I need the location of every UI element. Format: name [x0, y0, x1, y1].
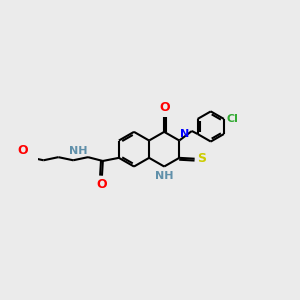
Text: S: S — [197, 152, 206, 165]
Text: O: O — [159, 101, 169, 114]
Text: Cl: Cl — [226, 114, 238, 124]
Text: NH: NH — [155, 171, 173, 181]
Text: N: N — [181, 129, 190, 139]
Text: O: O — [97, 178, 107, 191]
Text: O: O — [18, 144, 28, 157]
Text: NH: NH — [69, 146, 87, 157]
